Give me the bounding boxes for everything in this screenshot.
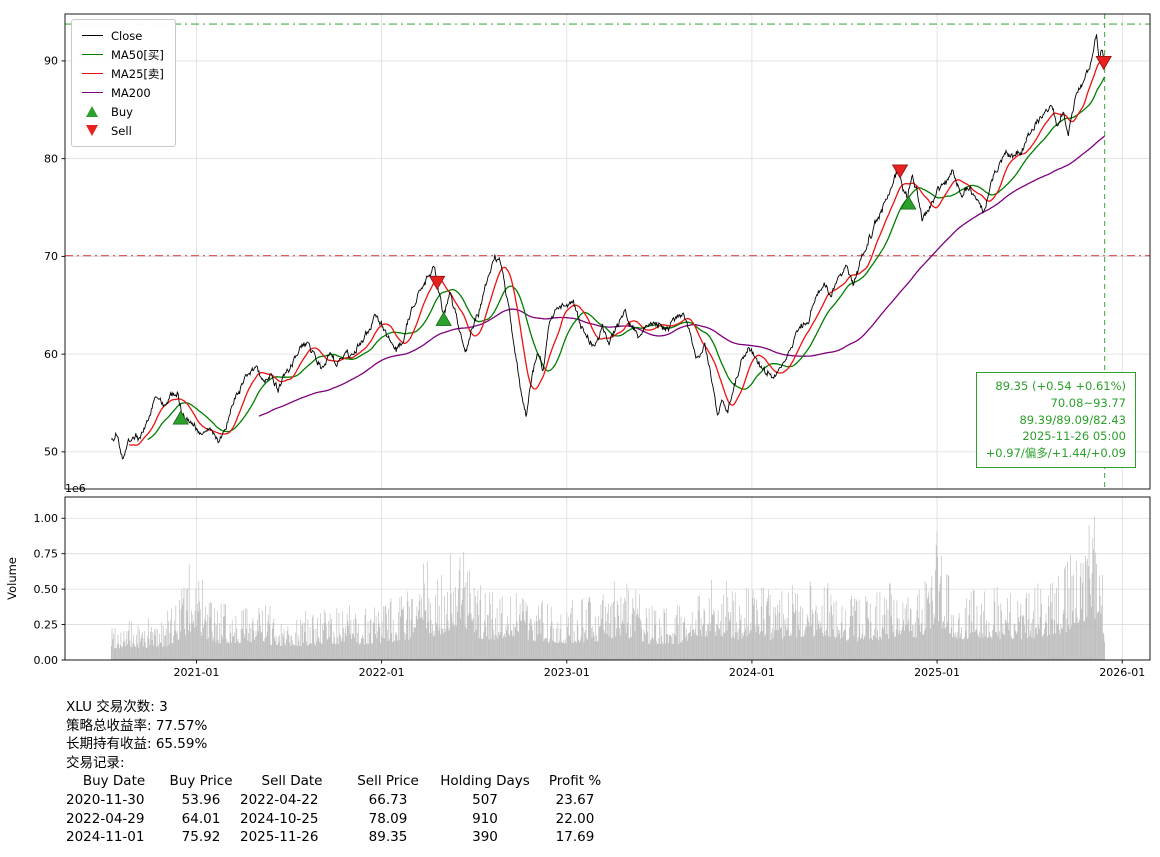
trade-cell: 2020-11-30 [66,791,145,808]
ma50-line [147,76,1106,441]
trade-cell: 2022-04-29 [66,810,145,827]
annotation-line-date: 2025-11-26 05:00 [1022,429,1126,444]
price-panel-border [64,13,1151,490]
legend-item-ma25: MA25[卖] [80,64,164,83]
legend-label: MA200 [111,85,151,100]
volume-ytick-label: 1.00 [34,512,59,525]
trade-cell: 2022-04-22 [240,791,319,808]
trade-col-header: Sell Date [261,773,323,790]
legend-item-buy: Buy [80,102,164,121]
volume-offset-label: 1e6 [65,482,86,495]
sell-marker [891,164,909,179]
trade-cell: 75.92 [181,829,221,846]
trade-cell: 66.73 [368,791,408,808]
ma25-line [129,55,1105,446]
legend-line-sample-icon [80,35,104,36]
legend-item-ma50: MA50[买] [80,45,164,64]
trade-col-header: Buy Price [169,773,233,790]
xtick-label: 2023-01 [544,666,590,679]
close-line [110,34,1106,460]
volume-ytick-label: 0.25 [34,618,59,631]
legend-line-sample-icon [80,54,104,55]
price-volume-chart: 50 60 70 80 90 0.00 0.25 0.50 0.75 1.00 2021-01 202… [5,13,1151,679]
stats-trades-count: XLU 交易次数: 3 [66,699,168,715]
price-ytick-label: 70 [44,250,58,263]
gridlines [65,14,1150,661]
legend-line-sample-icon [80,92,104,93]
trade-cell: 17.69 [555,829,595,846]
trade-col-header: Buy Date [82,773,146,790]
xtick-label: 2025-01 [914,666,960,679]
trade-col-header: Holding Days [440,773,530,790]
strategy-stats: XLU 交易次数: 3 策略总收益率: 77.57% 长期持有收益: 65.59… [66,698,612,847]
trade-cell: 64.01 [181,810,221,827]
price-annotation: 89.35 (+0.54 +0.61%) 70.08~93.77 89.39/8… [975,372,1136,468]
buy-marker [435,311,452,326]
trade-cell: 89.35 [368,829,408,846]
legend-item-sell: Sell [80,121,164,140]
ma200-line [258,135,1106,417]
trade-col-header: Sell Price [357,773,419,790]
legend-label: MA25[卖] [111,66,164,81]
volume-ytick-label: 0.75 [34,547,59,560]
trade-cell: 2024-10-25 [240,810,319,827]
xtick-label: 2022-01 [359,666,405,679]
annotation-line-mas: 89.39/89.09/82.43 [1019,412,1126,427]
stats-strategy-return: 策略总收益率: 77.57% [66,717,208,734]
legend-label: Close [111,28,143,43]
xtick-label: 2026-01 [1099,666,1145,679]
trade-cell: 78.09 [368,810,408,827]
sell-triangle-icon [80,125,104,136]
volume-ylabel: Volume [5,557,19,600]
annotation-line-range: 70.08~93.77 [1050,395,1126,410]
buy-marker [900,195,917,210]
legend-label: Sell [111,123,132,138]
stats-hold-return: 长期持有收益: 65.59% [66,736,208,753]
trade-cell: 2024-11-01 [66,829,145,846]
price-ytick-label: 80 [44,152,58,165]
trade-cell: 390 [472,829,498,846]
volume-bars [110,516,1105,660]
legend-label: Buy [111,104,133,119]
xtick-label: 2021-01 [173,666,219,679]
annotation-line-price: 89.35 (+0.54 +0.61%) [995,379,1126,393]
buy-marker [172,410,189,425]
volume-panel-border [64,496,1151,661]
trade-col-header: Profit % [548,773,602,790]
legend-item-close: Close [80,26,164,45]
trade-cell: 23.67 [555,791,595,808]
trade-cell: 22.00 [555,810,595,827]
price-ytick-label: 90 [44,55,58,68]
price-ytick-label: 50 [44,446,58,459]
trade-cell: 53.96 [181,791,221,808]
volume-ytick-label: 0.50 [34,583,59,596]
buy-triangle-icon [80,106,104,117]
trade-cell: 910 [472,810,498,827]
stats-records-label: 交易记录: [66,754,125,771]
annotation-line-signal: +0.97/偏多/+1.44/+0.09 [985,446,1126,461]
xtick-label: 2024-01 [729,666,775,679]
trade-cell: 507 [472,791,498,808]
legend-item-ma200: MA200 [80,83,164,102]
sell-marker [428,275,446,291]
legend-line-sample-icon [80,73,104,74]
legend-label: MA50[买] [111,47,164,62]
volume-ytick-label: 0.00 [34,654,59,667]
price-ytick-label: 60 [44,348,58,361]
sell-marker [1095,55,1112,71]
legend: Close MA50[买] MA25[卖] MA200 Buy Sell [71,19,176,147]
trade-records-table: Buy Date Buy Price Sell Date Sell Price Hold… [66,772,612,846]
trade-cell: 2025-11-26 [240,829,319,846]
